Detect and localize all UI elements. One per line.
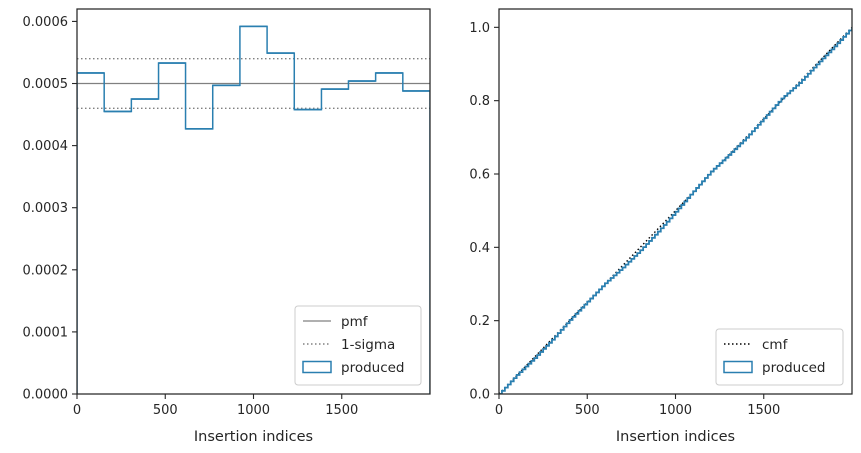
y-tick-label: 0.0	[469, 388, 490, 403]
x-tick-label: 1000	[659, 403, 692, 418]
y-tick-label: 0.0000	[23, 388, 69, 403]
legend-label: 1-sigma	[341, 337, 395, 353]
y-tick-label: 0.0001	[23, 325, 69, 340]
y-tick-label: 0.0004	[23, 139, 69, 154]
legend: pmf 1-sigma produced	[294, 305, 422, 386]
x-axis-label: Insertion indices	[194, 429, 313, 445]
legend-label: produced	[341, 360, 405, 376]
left-panel: 0 500 1000 1500 0.0000 0.0001 0.0002 0.0003 0.00…	[23, 8, 431, 445]
y-tick-label: 0.0006	[23, 15, 69, 30]
y-tick-label: 0.0002	[23, 263, 69, 278]
plot-area	[77, 25, 430, 394]
x-tick-label: 1500	[747, 403, 780, 418]
y-tick-label: 0.2	[469, 314, 490, 329]
x-axis-label: Insertion indices	[616, 429, 735, 445]
legend-swatch-produced	[723, 360, 753, 374]
x-tick-label: 500	[575, 403, 600, 418]
legend-label: produced	[762, 360, 826, 376]
y-tick-label: 0.6	[469, 168, 490, 183]
x-tick-label: 0	[495, 403, 503, 418]
legend-box	[294, 305, 422, 386]
x-tick-label: 1000	[237, 403, 270, 418]
legend-swatch-produced	[302, 360, 332, 374]
x-tick-label: 500	[153, 403, 178, 418]
y-tick-label: 0.8	[469, 94, 490, 109]
y-tick-label: 0.0003	[23, 201, 69, 216]
y-tick-label: 0.4	[469, 241, 490, 256]
plot-area	[499, 26, 852, 394]
x-tick-label: 1500	[325, 403, 358, 418]
x-tick-label: 0	[73, 403, 81, 418]
y-tick-label: 1.0	[469, 21, 490, 36]
legend-label: pmf	[341, 314, 369, 330]
legend-label: cmf	[762, 337, 789, 353]
right-panel: 0 500 1000 1500 0.0 0.2 0.4 0.6 0.8 1.0 Insertion …	[469, 8, 853, 445]
y-tick-label: 0.0005	[23, 77, 69, 92]
legend: cmf produced	[715, 328, 844, 386]
legend-box	[715, 328, 844, 386]
